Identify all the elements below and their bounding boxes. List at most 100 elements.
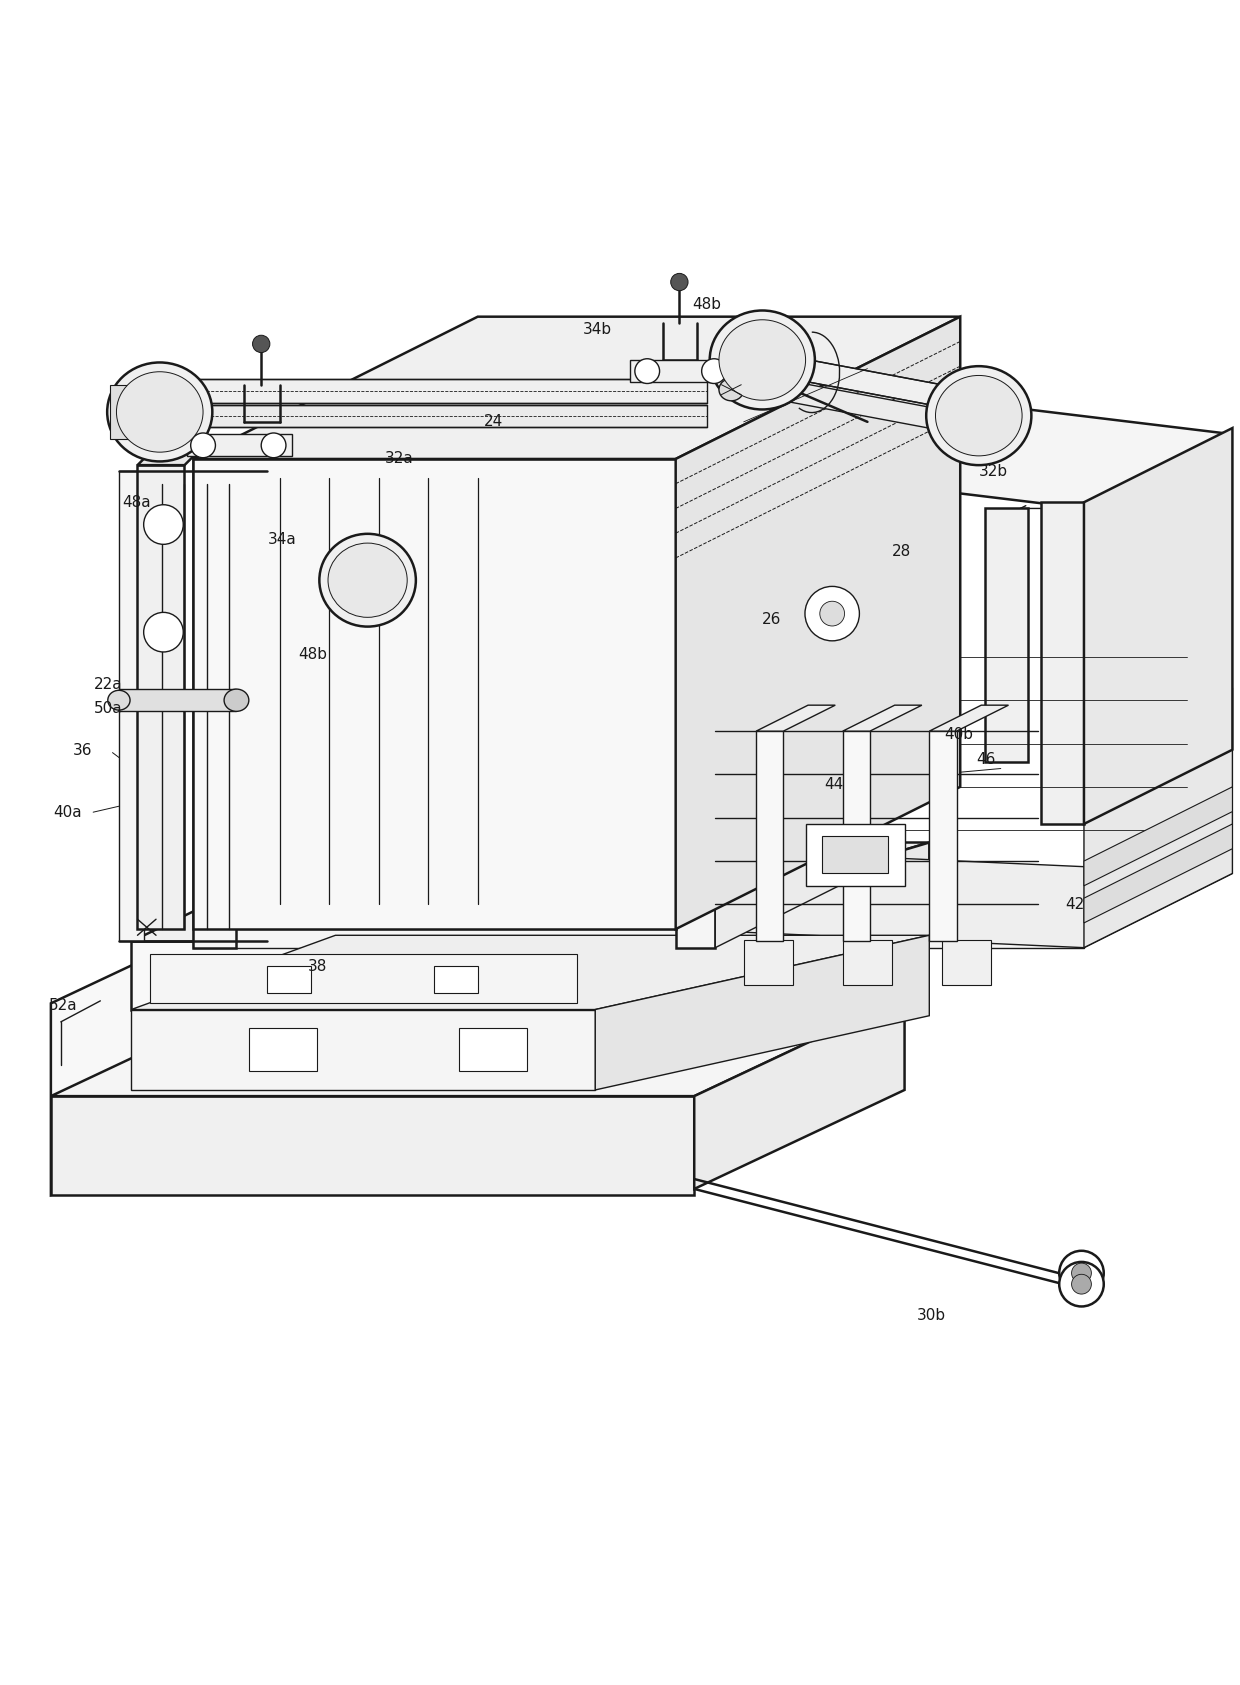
Text: 26: 26 [763,612,781,627]
Polygon shape [193,447,237,947]
Polygon shape [193,317,960,458]
Text: 48b: 48b [299,647,327,662]
Text: 24: 24 [484,415,503,430]
Circle shape [702,359,727,384]
Polygon shape [595,842,929,1009]
Polygon shape [1040,502,1084,824]
Circle shape [253,335,270,352]
Polygon shape [744,347,941,408]
Polygon shape [193,379,707,403]
Polygon shape [138,465,185,928]
Text: 40a: 40a [53,805,82,821]
Polygon shape [929,731,956,942]
Polygon shape [676,317,960,928]
Polygon shape [193,404,707,426]
Polygon shape [694,998,904,1190]
Circle shape [144,506,184,544]
Text: 34a: 34a [268,532,296,548]
Polygon shape [676,384,1233,509]
Polygon shape [744,940,794,984]
Polygon shape [119,689,237,711]
Polygon shape [131,1009,595,1090]
Polygon shape [110,384,131,440]
Polygon shape [756,704,836,731]
Circle shape [820,602,844,627]
Polygon shape [744,372,941,430]
Polygon shape [822,836,889,873]
Polygon shape [985,509,1028,762]
Ellipse shape [320,534,415,627]
Ellipse shape [117,372,203,452]
Text: 48a: 48a [123,495,151,511]
Polygon shape [51,1097,694,1195]
Polygon shape [459,1028,527,1072]
Ellipse shape [224,689,249,711]
Polygon shape [193,928,818,947]
Text: 30b: 30b [916,1308,946,1323]
Text: 22a: 22a [94,677,123,691]
Polygon shape [715,384,864,947]
Polygon shape [676,928,1084,947]
Polygon shape [1084,787,1233,886]
Circle shape [1071,1264,1091,1282]
Polygon shape [595,935,929,1090]
Text: 28: 28 [893,544,911,559]
Polygon shape [941,940,991,984]
Polygon shape [422,841,459,880]
Polygon shape [434,966,477,994]
Polygon shape [676,854,1233,947]
Text: 32b: 32b [978,463,1008,479]
Polygon shape [806,824,904,886]
Polygon shape [521,834,558,873]
Polygon shape [187,435,293,457]
Text: 50a: 50a [94,701,123,716]
Text: 34b: 34b [583,322,613,337]
Circle shape [805,586,859,640]
Polygon shape [929,704,1008,731]
Ellipse shape [935,376,1022,457]
Polygon shape [249,1028,317,1072]
Text: 52a: 52a [48,998,77,1013]
Ellipse shape [719,379,744,401]
Text: 32a: 32a [384,452,414,467]
Polygon shape [756,731,784,942]
Polygon shape [262,868,299,907]
Circle shape [635,359,660,384]
Polygon shape [131,842,929,942]
Polygon shape [131,942,595,1009]
Polygon shape [676,458,715,947]
Ellipse shape [926,366,1032,465]
Circle shape [262,433,286,458]
Circle shape [671,273,688,292]
Text: 42: 42 [1065,896,1085,912]
Circle shape [1059,1262,1104,1306]
Ellipse shape [329,543,407,617]
Polygon shape [268,966,311,994]
Ellipse shape [719,320,806,401]
Polygon shape [119,472,144,942]
Text: 46: 46 [976,752,996,767]
Polygon shape [843,704,921,731]
Ellipse shape [108,691,130,709]
Polygon shape [193,458,676,928]
Circle shape [1059,1250,1104,1296]
Ellipse shape [709,310,815,409]
Polygon shape [150,954,577,1003]
Circle shape [191,433,216,458]
Polygon shape [630,361,732,382]
Circle shape [1071,1274,1091,1294]
Polygon shape [843,940,893,984]
Polygon shape [131,935,929,1009]
Polygon shape [1084,824,1233,923]
Polygon shape [1084,428,1233,824]
Text: 40b: 40b [944,728,973,743]
Text: 36: 36 [73,743,93,758]
Circle shape [144,612,184,652]
Polygon shape [138,440,210,465]
Text: 38: 38 [309,959,327,974]
Ellipse shape [107,362,212,462]
Polygon shape [51,998,904,1097]
Polygon shape [1084,687,1233,947]
Polygon shape [51,905,904,1195]
Text: 44: 44 [825,777,843,792]
